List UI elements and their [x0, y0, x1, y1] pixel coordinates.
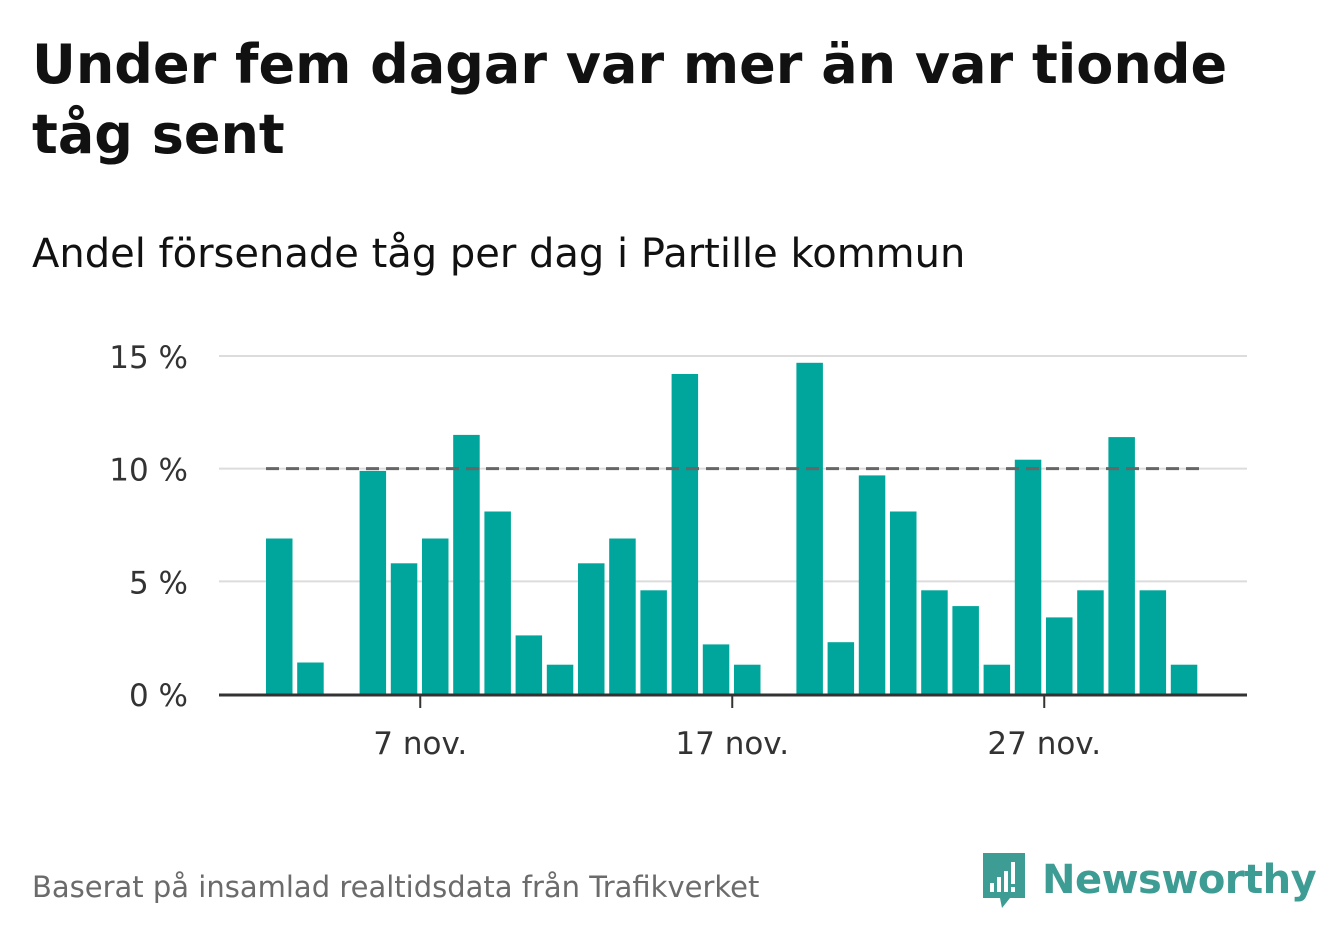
bar: 28 nov.: 4.6 % — [1077, 590, 1104, 694]
bar-chart-speech-bubble-icon — [983, 853, 1025, 908]
bar: 16 nov.: 2.2 % — [702, 644, 730, 694]
bar: 17 nov.: 1.3 % — [734, 664, 761, 694]
bar: 23 nov.: 4.6 % — [921, 590, 948, 694]
bar: 2 nov.: 6.9 % — [266, 538, 293, 694]
chart-title: Under fem dagar var mer än var tionde tå… — [32, 33, 1228, 166]
bar: 30 nov.: 4.6 % — [1139, 590, 1167, 694]
bar: 8 nov.: 11.5 % — [453, 434, 480, 694]
bar: 10 nov.: 2.6 % — [515, 635, 543, 694]
chart-subtitle: Andel försenade tåg per dag i Partille k… — [32, 231, 966, 277]
bar: 13 nov.: 6.9 % — [609, 538, 636, 694]
bar-series: 2 nov.: 6.9 %3 nov.: 1.4 %4 nov.: 0 %5 n… — [266, 362, 1198, 694]
bar: 26 nov.: 10.4 % — [1014, 459, 1042, 694]
bar: 7 nov.: 6.9 % — [422, 538, 449, 694]
bar: 1 dec.: 1.3 % — [1170, 664, 1198, 694]
y-tick-label: 10 % — [109, 453, 188, 489]
y-tick-label: 15 % — [109, 340, 188, 376]
bar: 11 nov.: 1.3 % — [546, 664, 574, 694]
source-note: Baserat på insamlad realtidsdata från Tr… — [32, 870, 760, 904]
x-tick-label: 7 nov. — [373, 726, 467, 762]
bar-chart: 2 nov.: 6.9 %3 nov.: 1.4 %4 nov.: 0 %5 n… — [109, 340, 1247, 762]
y-tick-label: 5 % — [129, 565, 188, 601]
bar: 20 nov.: 2.3 % — [827, 642, 855, 694]
bar: 19 nov.: 14.7 % — [796, 362, 823, 694]
bar: 15 nov.: 14.2 % — [671, 374, 699, 694]
bar: 12 nov.: 5.8 % — [578, 563, 605, 694]
x-tick-label: 17 nov. — [675, 726, 789, 762]
bar: 24 nov.: 3.9 % — [952, 606, 979, 694]
bar: 5 nov.: 9.9 % — [359, 470, 387, 694]
bar: 3 nov.: 1.4 % — [297, 662, 324, 694]
bar: 22 nov.: 8.1 % — [890, 511, 917, 694]
brand-name: Newsworthy — [1042, 857, 1317, 903]
bar: 27 nov.: 3.4 % — [1046, 617, 1073, 694]
bar: 14 nov.: 4.6 % — [640, 590, 667, 694]
x-tick-label: 27 nov. — [987, 726, 1101, 762]
axes: 0 % 5 % 10 % 15 % 7 nov. 17 nov. 27 nov. — [109, 340, 1247, 762]
bar: 29 nov.: 11.4 % — [1108, 437, 1135, 694]
bar: 9 nov.: 8.1 % — [484, 511, 511, 694]
brand-logo[interactable]: Newsworthy — [980, 848, 1317, 912]
bar: 6 nov.: 5.8 % — [390, 563, 418, 694]
y-tick-label: 0 % — [129, 678, 188, 714]
bar: 25 nov.: 1.3 % — [983, 664, 1011, 694]
bar: 21 nov.: 9.7 % — [858, 475, 886, 694]
